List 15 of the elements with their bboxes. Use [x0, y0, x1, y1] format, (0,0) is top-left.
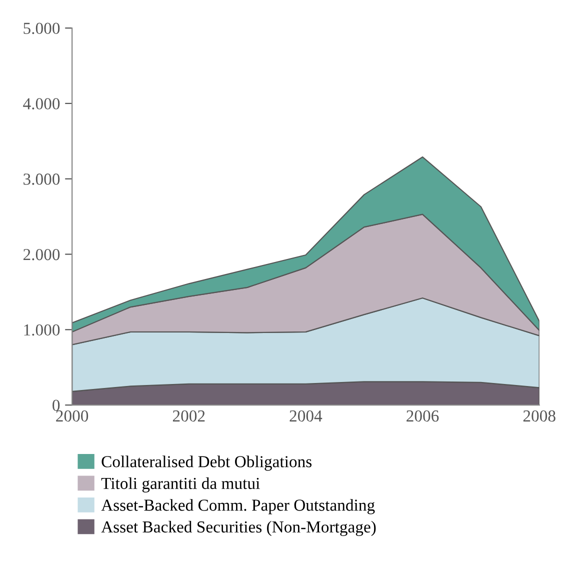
y-tick-label: 1.000: [24, 324, 60, 336]
y-tick-label: 4.000: [23, 98, 60, 110]
x-tick-label: 2000: [56, 410, 88, 422]
legend-label: Titoli garantiti da mutui: [101, 477, 260, 492]
legend-label: Asset Backed Securities (Non-Mortgage): [101, 520, 376, 536]
y-tick-label: 2.000: [23, 248, 60, 260]
y-tick-label: 5.000: [24, 22, 60, 34]
x-tick-label: 2008: [523, 410, 556, 422]
x-tick-label: 2002: [172, 410, 205, 422]
x-tick-label: 2004: [290, 410, 322, 422]
y-tick-label: 0: [52, 400, 60, 411]
y-tick-label: 3.000: [24, 174, 60, 185]
x-tick-label: 2006: [406, 410, 439, 422]
legend-label: Asset-Backed Comm. Paper Outstanding: [101, 499, 375, 514]
legend-label: Collateralised Debt Obligations: [102, 456, 312, 471]
